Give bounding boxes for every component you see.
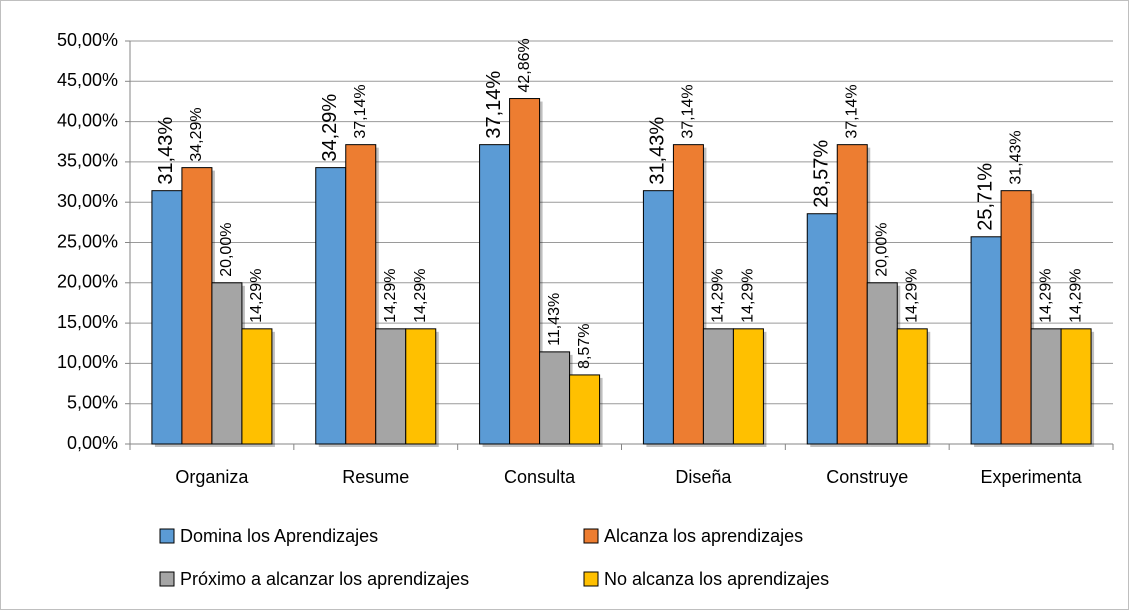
legend-swatch [159, 528, 175, 544]
legend-swatch [159, 571, 175, 587]
value-label: 34,29% [188, 107, 205, 161]
y-tick-label: 30,00% [57, 191, 118, 211]
y-tick-label: 35,00% [57, 151, 118, 171]
bar [896, 328, 928, 445]
bar [479, 144, 511, 445]
value-label: 14,29% [710, 269, 727, 323]
y-tick-label: 45,00% [57, 70, 118, 90]
bar [1030, 328, 1062, 445]
y-tick-label: 5,00% [67, 392, 118, 412]
value-label: 28,57% [811, 140, 833, 208]
y-tick-label: 50,00% [57, 30, 118, 50]
x-tick-label: Construye [826, 467, 908, 487]
x-tick-label: Consulta [504, 467, 576, 487]
value-label: 14,29% [248, 269, 265, 323]
legend-label: Domina los Aprendizajes [180, 526, 378, 546]
bar [866, 282, 898, 445]
bar [702, 328, 734, 445]
bar [509, 98, 541, 445]
value-label: 25,71% [974, 163, 996, 231]
bar [345, 144, 377, 445]
value-label: 31,43% [1007, 130, 1024, 184]
value-label: 14,29% [1037, 269, 1054, 323]
y-tick-label: 15,00% [57, 312, 118, 332]
value-label: 20,00% [218, 223, 235, 277]
legend-label: No alcanza los aprendizajes [604, 569, 829, 589]
value-label: 14,29% [1067, 269, 1084, 323]
x-tick-label: Diseña [675, 467, 732, 487]
value-label: 37,14% [352, 84, 369, 138]
bar [569, 374, 601, 445]
bar [642, 190, 674, 445]
y-tick-label: 20,00% [57, 272, 118, 292]
y-tick-label: 0,00% [67, 433, 118, 453]
legend-label: Próximo a alcanzar los aprendizajes [180, 569, 469, 589]
bar [405, 328, 437, 445]
legend-swatch [583, 528, 599, 544]
value-label: 31,43% [155, 117, 177, 185]
value-label: 42,86% [516, 38, 533, 92]
bar [732, 328, 764, 445]
x-tick-label: Experimenta [981, 467, 1083, 487]
bar [539, 351, 571, 445]
bar [375, 328, 407, 445]
legend-swatch [583, 571, 599, 587]
value-label: 31,43% [647, 117, 669, 185]
value-label: 14,29% [740, 269, 757, 323]
value-label: 14,29% [412, 269, 429, 323]
bar [151, 190, 183, 445]
bar [211, 282, 243, 445]
value-label: 8,57% [576, 324, 593, 369]
bar [181, 167, 213, 445]
bar [672, 144, 704, 445]
bar [806, 213, 838, 445]
value-label: 37,14% [843, 84, 860, 138]
value-label: 34,29% [319, 94, 341, 162]
bar [1060, 328, 1092, 445]
bar [1000, 190, 1032, 445]
bar [241, 328, 273, 445]
y-tick-label: 10,00% [57, 352, 118, 372]
bar [315, 167, 347, 445]
bar [836, 144, 868, 445]
legend-label: Alcanza los aprendizajes [604, 526, 803, 546]
value-label: 37,14% [483, 71, 505, 139]
y-tick-label: 25,00% [57, 231, 118, 251]
y-tick-label: 40,00% [57, 110, 118, 130]
value-label: 37,14% [680, 84, 697, 138]
x-tick-label: Resume [342, 467, 409, 487]
value-label: 14,29% [903, 269, 920, 323]
value-label: 11,43% [546, 293, 563, 346]
bar [970, 236, 1002, 445]
value-label: 14,29% [382, 269, 399, 323]
x-tick-label: Organiza [175, 467, 249, 487]
value-label: 20,00% [873, 223, 890, 277]
